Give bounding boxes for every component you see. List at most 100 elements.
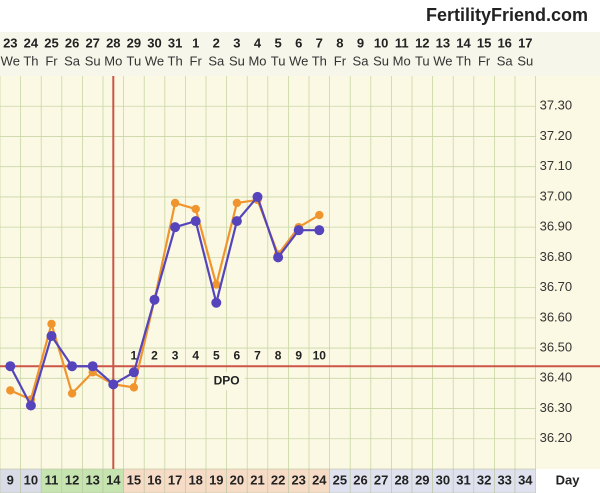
temperature-point <box>211 297 222 308</box>
temperature-point <box>191 204 200 214</box>
cycle-day: 24 <box>312 472 327 487</box>
date: 5 <box>274 35 281 50</box>
cycle-day: 23 <box>291 472 305 487</box>
weekday: Fr <box>478 53 491 68</box>
weekday: Th <box>456 53 471 68</box>
cycle-day: 22 <box>271 472 285 487</box>
dpo-label: DPO <box>214 373 240 387</box>
weekday: We <box>1 53 20 68</box>
cycle-day: 30 <box>436 472 450 487</box>
date: 26 <box>65 35 79 50</box>
cycle-day: 21 <box>250 472 264 487</box>
cycle-day: 26 <box>353 472 367 487</box>
y-tick-label: 37.10 <box>540 158 573 173</box>
temperature-point <box>108 379 119 390</box>
date: 3 <box>233 35 240 50</box>
date: 31 <box>168 35 182 50</box>
temperature-point <box>293 225 304 236</box>
weekday: Tu <box>271 53 286 68</box>
y-tick-label: 36.90 <box>540 219 573 234</box>
temperature-point <box>128 367 139 378</box>
date: 14 <box>456 35 471 50</box>
weekday: Su <box>373 53 389 68</box>
date: 10 <box>374 35 388 50</box>
cycle-day: 12 <box>65 472 79 487</box>
y-tick-label: 36.60 <box>540 309 573 324</box>
cycle-day: 10 <box>24 472 38 487</box>
temperature-point <box>212 280 221 289</box>
weekday: Mo <box>393 53 411 68</box>
y-tick-label: 36.40 <box>540 370 573 385</box>
cycle-day: 16 <box>147 472 161 487</box>
weekday: Mo <box>104 53 122 68</box>
cycle-day: 19 <box>209 472 223 487</box>
weekday: Th <box>312 53 327 68</box>
weekday: Su <box>517 53 533 68</box>
weekday: We <box>289 53 308 68</box>
date: 27 <box>85 35 99 50</box>
cycle-day: 20 <box>230 472 244 487</box>
dpo-box <box>208 372 245 391</box>
dpo-number: 1 <box>131 348 138 362</box>
cycle-day: 15 <box>127 472 141 487</box>
date-band <box>0 32 600 76</box>
weekday: Su <box>229 53 245 68</box>
weekday: Fr <box>45 53 58 68</box>
plot-area <box>0 76 600 469</box>
date: 2 <box>213 35 220 50</box>
dpo-number: 6 <box>234 348 241 362</box>
date: 9 <box>357 35 364 50</box>
y-tick-label: 37.20 <box>540 128 573 143</box>
date: 17 <box>518 35 532 50</box>
y-tick-label: 37.30 <box>540 98 573 113</box>
cycle-day: 27 <box>374 472 388 487</box>
weekday: Mo <box>248 53 266 68</box>
date: 16 <box>497 35 511 50</box>
weekday: Th <box>168 53 183 68</box>
temperature-point <box>5 361 16 372</box>
cycle-day: 14 <box>106 472 121 487</box>
temperature-line <box>9 194 320 409</box>
weekday: Sa <box>208 53 225 68</box>
weekday: Tu <box>127 53 142 68</box>
dpo-number: 9 <box>295 348 302 362</box>
temperature-point <box>47 319 56 329</box>
weekday: Fr <box>334 53 347 68</box>
y-tick-label: 36.20 <box>540 430 573 445</box>
cycle-day: 29 <box>415 472 429 487</box>
date: 4 <box>254 35 262 50</box>
dpo-number: 5 <box>213 348 220 362</box>
dpo-number: 7 <box>254 348 261 362</box>
y-tick-label: 36.70 <box>540 279 573 294</box>
weekday: Fr <box>190 53 203 68</box>
date: 28 <box>106 35 120 50</box>
temperature-point <box>149 294 160 305</box>
weekday: Sa <box>353 53 370 68</box>
temperature-point <box>87 361 98 372</box>
y-tick-label: 36.50 <box>540 340 573 355</box>
cycle-day: 17 <box>168 472 182 487</box>
date: 15 <box>477 35 491 50</box>
date: 6 <box>295 35 302 50</box>
date: 25 <box>44 35 58 50</box>
temperature-point <box>190 216 201 227</box>
dpo-number: 8 <box>275 348 282 362</box>
cycle-day: 18 <box>188 472 202 487</box>
dpo-number: 3 <box>172 348 179 362</box>
temperature-point <box>232 198 242 208</box>
date: 30 <box>147 35 161 50</box>
temperature-point <box>25 400 36 411</box>
temperature-point <box>170 198 180 208</box>
date: 12 <box>415 35 429 50</box>
temperature-point <box>67 361 78 372</box>
day-label: Day <box>556 472 581 487</box>
date: 7 <box>316 35 323 50</box>
temperature-point <box>129 383 139 392</box>
weekday: Sa <box>64 53 81 68</box>
temperature-point <box>231 216 242 227</box>
weekday: Tu <box>415 53 430 68</box>
cycle-day: 13 <box>85 472 99 487</box>
day-cell <box>514 468 536 493</box>
weekday: We <box>433 53 452 68</box>
date: 1 <box>192 35 199 50</box>
